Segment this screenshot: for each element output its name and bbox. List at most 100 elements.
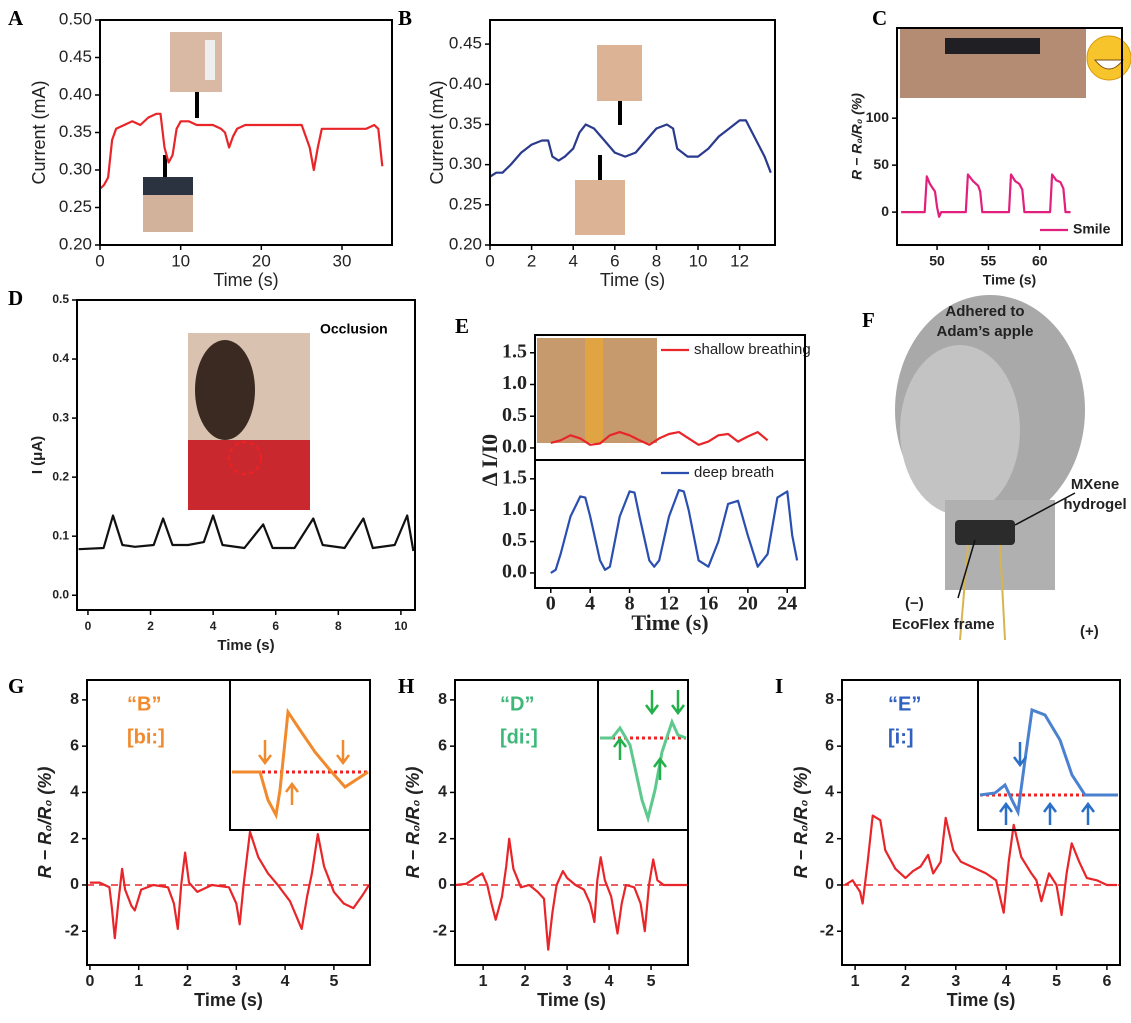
photo [195, 340, 255, 440]
y-axis-label: R − R₀/R₀ (%) [35, 767, 55, 879]
panel-label: D [8, 286, 23, 310]
y-tick-label: 0.0 [502, 561, 527, 583]
inset-frame [597, 679, 689, 831]
plot-frame [534, 459, 806, 589]
x-tick-label: 20 [738, 593, 758, 615]
x-tick-label: 3 [232, 973, 241, 990]
data-line [89, 830, 370, 940]
x-tick-label: 24 [777, 593, 797, 615]
inset-curve [979, 707, 1118, 818]
x-tick-label: 6 [610, 251, 619, 270]
y-tick-label: 0.20 [59, 234, 92, 253]
x-axis-label: Time (s) [983, 272, 1036, 288]
label: hydrogel [1063, 496, 1126, 513]
data-line [99, 112, 384, 190]
x-tick-label: 4 [605, 973, 614, 990]
y-tick-label: 0.30 [449, 154, 482, 173]
x-tick-label: 0 [85, 973, 94, 990]
data-line [489, 119, 772, 178]
x-axis-label: Time (s) [947, 990, 1016, 1010]
plot-frame [99, 19, 393, 246]
x-tick-label: 10 [394, 619, 408, 633]
panel-label: G [8, 674, 24, 698]
inset-frame [229, 679, 371, 831]
x-axis-label: Time (s) [537, 990, 606, 1010]
x-tick-label: 3 [951, 973, 960, 990]
panel-label: H [398, 674, 414, 698]
x-tick-label: 6 [272, 619, 279, 633]
plot-frame [841, 679, 1121, 966]
chart-panel: 0.20 0.25 0.30 0.35 0.40 0.45 0.50 0 10 20 30 Time … [8, 6, 393, 290]
chart-panel: -2 0 2 4 6 8 1 2 3 4 5 “D” [di:] Time (s) R − R₀/R₀ (%… [398, 674, 689, 1010]
annotation: [di:] [500, 726, 538, 748]
y-tick-label: 50 [873, 156, 889, 172]
emoji [1086, 35, 1131, 81]
x-tick-label: 5 [647, 973, 656, 990]
x-tick-label: 8 [335, 619, 342, 633]
y-tick-label: 0.45 [59, 47, 92, 66]
head-illustration: Adhered to Adam’s apple MXene hydrogel (… [862, 295, 1127, 641]
data-line [844, 814, 1117, 917]
annotation: “D” [500, 693, 534, 715]
x-tick-label: 3 [563, 973, 572, 990]
y-tick-label: 2 [825, 830, 834, 847]
inset-curve [232, 707, 369, 820]
annotation: “E” [888, 693, 921, 715]
y-tick-label: 0.2 [52, 469, 69, 483]
x-tick-label: 60 [1032, 253, 1048, 269]
x-tick-label: 5 [329, 973, 338, 990]
y-tick-label: 0.45 [449, 34, 482, 53]
data-line [901, 173, 1071, 218]
y-tick-label: 0.35 [59, 122, 92, 141]
x-tick-label: 2 [183, 973, 192, 990]
y-tick-label: 0.4 [52, 351, 69, 365]
y-tick-label: 0.5 [502, 529, 527, 551]
x-axis-label: Time (s) [194, 990, 263, 1010]
y-tick-label: 0.5 [52, 292, 69, 306]
x-axis-label: Time (s) [217, 637, 274, 654]
x-tick-label: 2 [527, 251, 536, 270]
arrow [1014, 492, 1076, 526]
x-tick-label: 5 [1052, 973, 1061, 990]
chart-panel: 0.0 0.5 1.0 1.5 0 4 8 12 16 20 24 deep breath Time (… [477, 434, 806, 635]
x-tick-label: 1 [134, 973, 143, 990]
wire [959, 544, 969, 641]
x-tick-label: 0 [95, 251, 104, 270]
photo [575, 180, 625, 235]
y-tick-label: 8 [825, 691, 834, 708]
x-tick-label: 4 [585, 593, 595, 615]
y-tick-label: 4 [70, 784, 79, 801]
x-tick-label: 50 [929, 253, 945, 269]
y-tick-label: 0.20 [449, 234, 482, 253]
photo [143, 177, 193, 195]
x-tick-label: 4 [281, 973, 290, 990]
y-tick-label: 0.30 [59, 159, 92, 178]
y-tick-label: 0.40 [59, 84, 92, 103]
x-tick-label: 1 [479, 973, 488, 990]
annotation: [i:] [888, 726, 914, 748]
y-tick-label: 0.0 [52, 587, 69, 601]
x-axis-label: Time (s) [213, 270, 278, 290]
x-tick-label: 8 [625, 593, 635, 615]
chart-panel: 0 50 100 50 55 60 Smile Time (s) R − R₀/R₀ (%) C [849, 6, 1123, 288]
insets [229, 679, 1121, 831]
x-axis-label: Time (s) [631, 610, 708, 635]
y-tick-label: -2 [65, 922, 79, 939]
y-tick-label: -2 [820, 922, 834, 939]
y-tick-label: 0.50 [59, 9, 92, 28]
y-tick-label: 1.5 [502, 340, 527, 362]
inset-arrow [613, 690, 685, 780]
y-tick-label: 0.35 [449, 114, 482, 133]
x-tick-label: 16 [698, 593, 718, 615]
y-tick-label: 8 [438, 691, 447, 708]
x-tick-label: 6 [1102, 973, 1111, 990]
x-tick-label: 0 [485, 251, 494, 270]
y-tick-label: 0.5 [502, 404, 527, 426]
y-axis-label: Current (mA) [427, 80, 447, 184]
label: EcoFlex frame [892, 616, 995, 633]
data-line [78, 514, 415, 552]
x-tick-label: 0 [546, 593, 556, 615]
annotation: [bi:] [127, 726, 165, 748]
x-tick-label: 2 [521, 973, 530, 990]
x-tick-label: 1 [851, 973, 860, 990]
